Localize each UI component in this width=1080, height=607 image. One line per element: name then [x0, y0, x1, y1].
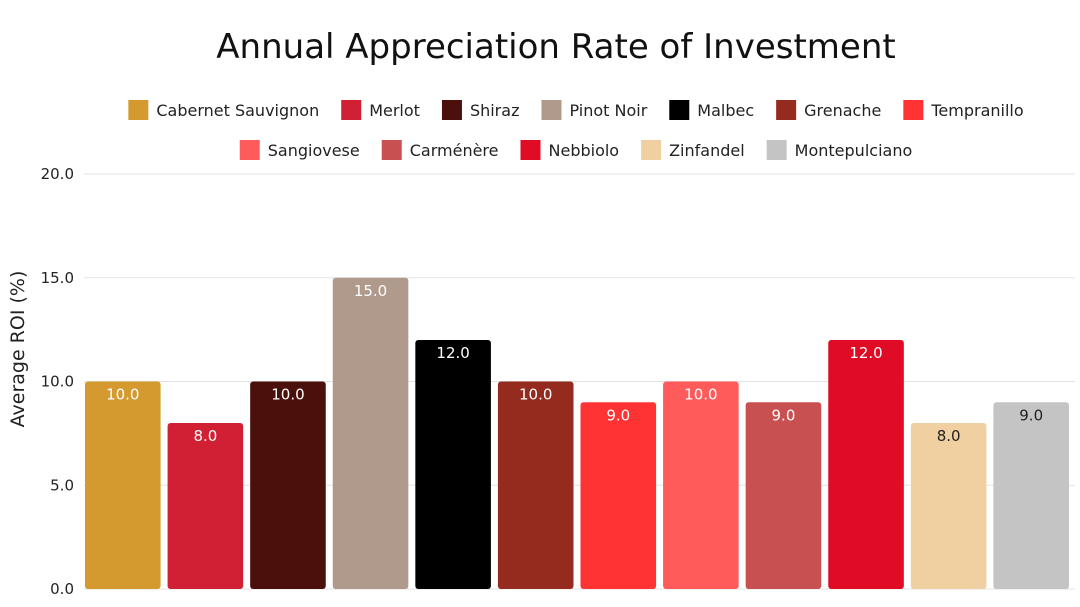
bar-value-label: 9.0	[1019, 406, 1043, 424]
bar-grenache	[497, 381, 574, 589]
legend-label-tempranillo: Tempranillo	[930, 101, 1023, 120]
legend-label-montepulciano: Montepulciano	[795, 141, 913, 160]
legend-label-pinot-noir: Pinot Noir	[569, 101, 647, 120]
bar-malbec	[415, 340, 491, 589]
bar-value-label: 8.0	[937, 427, 961, 445]
y-tick-label: 20.0	[41, 165, 74, 183]
legend-label-nebbiolo: Nebbiolo	[549, 141, 620, 160]
legend-label-shiraz: Shiraz	[470, 101, 520, 120]
grid-lines	[84, 173, 1075, 590]
bars	[85, 277, 1069, 589]
legend-label-zinfandel: Zinfandel	[669, 141, 745, 160]
y-tick-label: 10.0	[41, 373, 74, 391]
bar-montepulciano	[993, 402, 1069, 589]
legend-label-sangiovese: Sangiovese	[268, 141, 360, 160]
legend-swatch-cabernet-sauvignon	[128, 100, 149, 120]
legend-swatch-carmenere	[381, 140, 402, 160]
bar-carmenere	[745, 402, 822, 589]
legend-label-merlot: Merlot	[369, 101, 420, 120]
y-axis-ticks: 0.0 5.0 10.0 15.0 20.0	[41, 165, 74, 598]
legend-label-cabernet-sauvignon: Cabernet Sauvignon	[156, 101, 319, 120]
y-tick-label: 5.0	[50, 476, 74, 494]
legend-swatch-sangiovese	[239, 140, 260, 160]
legend-swatch-montepulciano	[766, 140, 787, 160]
bar-pinot-noir	[332, 277, 409, 589]
bar-tempranillo	[580, 402, 657, 589]
legend-swatch-grenache	[776, 100, 797, 120]
legend-label-carmenere: Carménère	[410, 141, 499, 160]
bar-value-label: 10.0	[519, 386, 552, 404]
legend-label-grenache: Grenache	[804, 101, 881, 120]
legend-label-malbec: Malbec	[697, 101, 754, 120]
bar-sangiovese	[663, 381, 739, 589]
bar-value-label: 8.0	[193, 427, 217, 445]
bar-value-label: 10.0	[271, 386, 304, 404]
y-tick-label: 0.0	[50, 580, 74, 598]
bar-zinfandel	[910, 423, 987, 589]
legend-swatch-merlot	[341, 100, 362, 120]
bar-value-label: 10.0	[684, 386, 717, 404]
legend: Cabernet Sauvignon Merlot Shiraz Pinot Noir…	[128, 100, 1024, 160]
legend-swatch-nebbiolo	[520, 140, 541, 160]
legend-swatch-malbec	[669, 100, 690, 120]
bar-value-label: 12.0	[436, 344, 469, 362]
y-tick-label: 15.0	[41, 269, 74, 287]
legend-swatch-zinfandel	[641, 140, 662, 160]
chart-title: Annual Appreciation Rate of Investment	[216, 27, 895, 67]
bar-value-label: 9.0	[606, 406, 630, 424]
bar-nebbiolo	[828, 340, 904, 589]
bar-value-label: 12.0	[849, 344, 882, 362]
legend-swatch-pinot-noir	[541, 100, 562, 120]
legend-swatch-shiraz	[441, 100, 462, 120]
bar-value-label: 15.0	[354, 282, 387, 300]
y-axis-label: Average ROI (%)	[7, 271, 29, 428]
bar-cabernet-sauvignon	[85, 381, 161, 589]
bar-value-label: 10.0	[106, 386, 139, 404]
bar-merlot	[167, 423, 244, 589]
bar-value-label: 9.0	[772, 406, 796, 424]
legend-swatch-tempranillo	[903, 100, 924, 120]
bar-shiraz	[250, 381, 326, 589]
bar-labels: 10.0 8.0 10.0 15.0 12.0 10.0 9.0 10.0 9.0 12.0 8.0…	[106, 282, 1043, 445]
